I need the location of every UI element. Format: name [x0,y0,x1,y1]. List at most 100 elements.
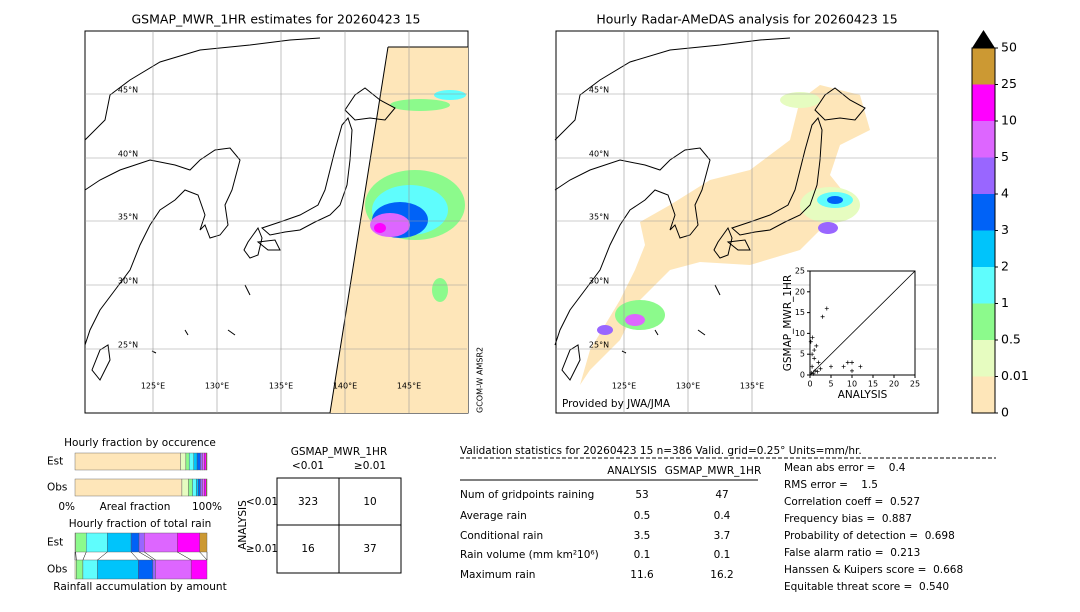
color-step [972,340,995,377]
y-tick-label: 0 [800,371,805,380]
lat-label: 35°N [589,213,609,222]
table-cell: 323 [298,496,318,508]
row-value: 16.2 [710,569,733,581]
table-cell: 10 [363,496,376,508]
lat-label: 45°N [589,86,609,95]
table-cell: 16 [301,543,315,555]
bar-segment [75,532,87,553]
color-step [972,157,995,194]
x-tick-label: 0% [58,501,75,513]
row-label: Est [47,537,63,549]
point [841,364,846,369]
colorbar-label: 3 [1001,222,1009,237]
lat-label: 45°N [118,86,138,95]
panel-title: Hourly fraction by occurence [64,437,216,449]
lon-label: 125°E [612,382,636,391]
bar-segment [193,452,198,471]
bar-segment [86,532,108,553]
lon-label: 130°E [676,382,700,391]
y-axis-label: GSMAP_MWR_1HR [782,275,794,371]
colorbar-label: 0.5 [1001,332,1021,347]
row-value: 3.5 [634,530,651,542]
bar-segment [188,452,194,471]
lon-label: 130°E [205,382,229,391]
row-label: Obs [47,482,67,494]
point [850,360,854,365]
bar-segment [74,452,181,471]
table-title: GSMAP_MWR_1HR [291,446,387,458]
point [818,366,823,371]
bar-segment [180,452,187,471]
row-label: Est [47,456,63,468]
bar-segment [177,532,200,553]
color-step [972,230,995,267]
row-label: Obs [47,564,67,576]
col-label: <0.01 [292,460,324,472]
bar-segment [198,478,201,497]
colorbar-label: 10 [1001,113,1017,128]
x-tick-label: 100% [192,501,222,513]
col-label: ≥0.01 [354,460,386,472]
y-tick-label: 10 [795,329,805,338]
bar-segment [204,478,207,497]
extend-arrow [972,30,995,48]
stat-line: RMS error = 1.5 [784,479,878,491]
row-label: Average rain [460,510,527,522]
point [809,370,814,375]
sensor-note: GCOM-W AMSR2 [476,347,485,413]
bar-segment [190,559,208,580]
x-tick-label: 25 [910,380,920,389]
row-value: 0.1 [634,549,651,561]
x-axis-label: Rainfall accumulation by amount [53,581,226,593]
link-line [177,551,192,561]
link-line [199,551,208,561]
point [810,352,815,357]
x-tick-label: 0 [807,380,812,389]
bar-segment [138,559,154,580]
lat-label: 30°N [589,277,609,286]
row-label: Num of gridpoints raining [460,489,594,501]
bar-segment [76,559,84,580]
color-step [972,376,995,413]
color-step [972,267,995,304]
map-title: GSMAP_MWR_1HR estimates for 20260423 15 [132,12,421,27]
colorbar-label: 0.01 [1001,368,1029,383]
point [858,364,863,369]
point [816,360,821,365]
color-step [972,48,995,85]
point [811,371,816,376]
row-value: 0.5 [634,510,651,522]
bar-segment [97,559,139,580]
x-tick-label: 10 [847,380,857,389]
bar-segment [188,478,193,497]
bar-segment [192,478,197,497]
row-label: Rain volume (mm km²10⁶) [460,549,599,561]
point [815,369,820,374]
lon-label: 125°E [141,382,165,391]
y-tick-label: 25 [795,267,805,276]
row-title: ANALYSIS [237,500,249,550]
bar-segment [202,478,205,497]
left-map [84,30,469,414]
row-label: ≥0.01 [246,543,278,555]
point [850,368,854,373]
column-header: ANALYSIS [607,465,657,477]
diagonal [809,270,916,376]
stat-line: Equitable threat score = 0.540 [784,581,949,593]
colorbar-label: 1 [1001,295,1009,310]
bar-segment [155,559,192,580]
bar-segment [82,559,98,580]
point [820,314,825,319]
lat-label: 40°N [118,150,138,159]
link-line [97,551,108,561]
panel-title: Hourly fraction of total rain [69,518,212,530]
stat-line: Mean abs error = 0.4 [784,462,906,474]
colorbar-label: 4 [1001,186,1009,201]
stat-line: Correlation coeff = 0.527 [784,496,920,508]
point [808,373,812,377]
lon-label: 145°E [397,382,421,391]
point [808,339,813,344]
column-header: GSMAP_MWR_1HR [665,465,761,477]
bar-segment [204,452,207,471]
